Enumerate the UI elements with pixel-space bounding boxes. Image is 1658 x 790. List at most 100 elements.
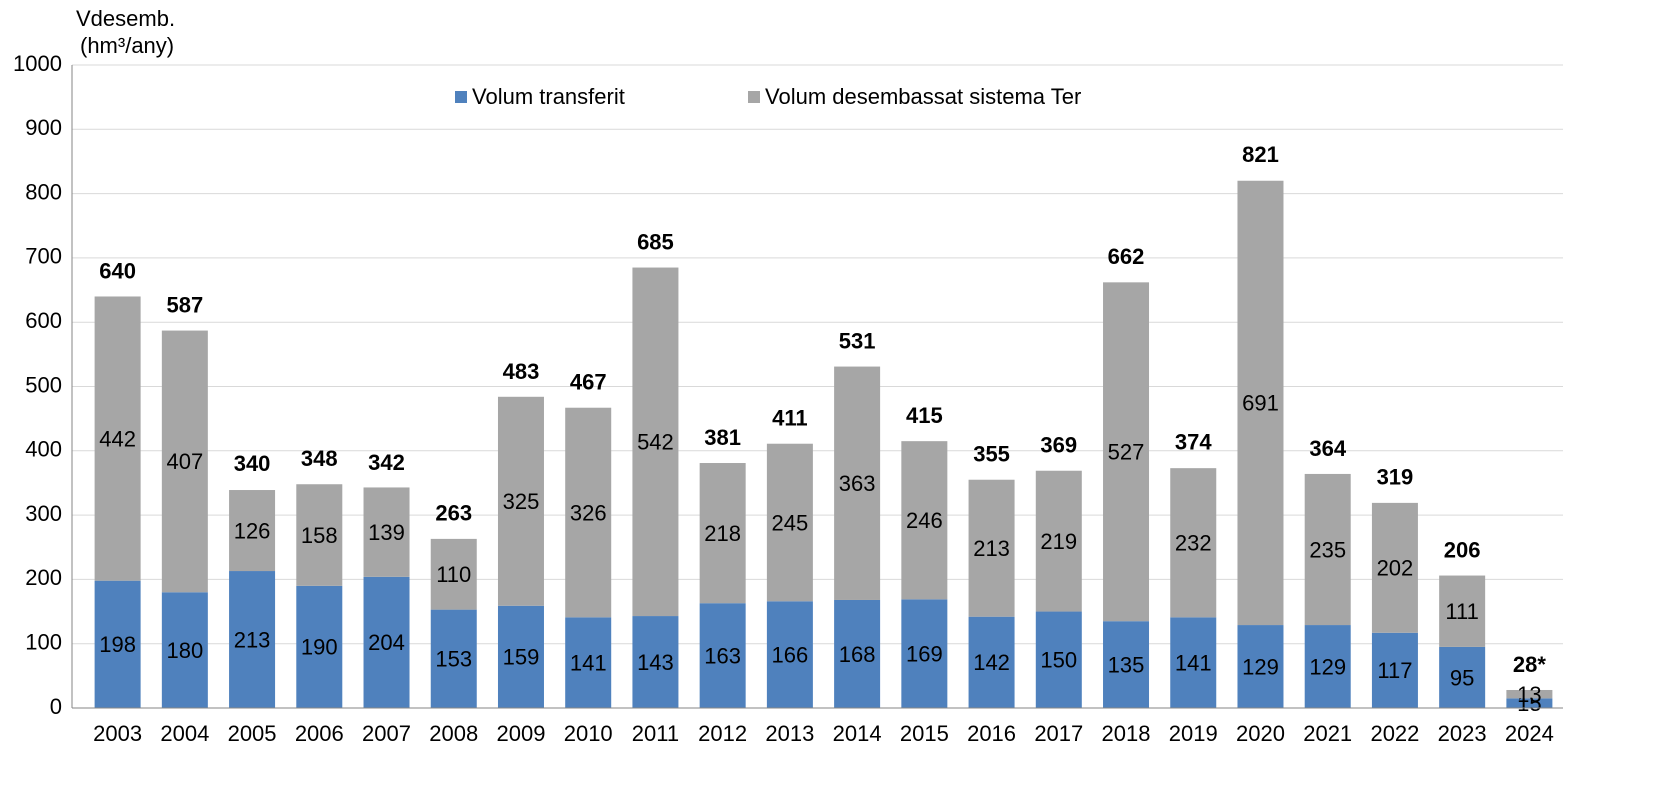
total-label: 364 bbox=[1309, 436, 1346, 461]
total-label: 467 bbox=[570, 370, 607, 395]
x-tick-label: 2024 bbox=[1505, 721, 1554, 746]
bar-segment bbox=[161, 330, 208, 593]
bar-segment bbox=[901, 441, 948, 600]
segment-label: 190 bbox=[301, 635, 338, 660]
segment-label: 166 bbox=[772, 642, 809, 667]
segment-label: 213 bbox=[234, 627, 271, 652]
y-axis-title: (hm³/any) bbox=[80, 33, 174, 58]
segment-label: 126 bbox=[234, 518, 271, 543]
x-tick-label: 2012 bbox=[698, 721, 747, 746]
bar-segment bbox=[1170, 617, 1217, 708]
bar-segment bbox=[430, 609, 477, 708]
total-label: 587 bbox=[166, 292, 203, 317]
segment-label: 363 bbox=[839, 471, 876, 496]
total-label: 662 bbox=[1108, 244, 1145, 269]
segment-label: 139 bbox=[368, 520, 405, 545]
bar-segment bbox=[968, 616, 1015, 708]
total-label: 374 bbox=[1175, 429, 1212, 454]
x-tick-label: 2007 bbox=[362, 721, 411, 746]
legend-swatch bbox=[455, 91, 467, 103]
total-label: 355 bbox=[973, 442, 1010, 467]
segment-label: 542 bbox=[637, 430, 674, 455]
bar-segment bbox=[1371, 502, 1418, 633]
bar-segment bbox=[632, 616, 679, 708]
total-label: 28* bbox=[1513, 652, 1546, 677]
y-tick-label: 200 bbox=[25, 565, 62, 590]
segment-label: 111 bbox=[1445, 599, 1478, 624]
x-tick-label: 2013 bbox=[765, 721, 814, 746]
segment-label: 442 bbox=[99, 426, 136, 451]
segment-label: 153 bbox=[435, 647, 472, 672]
total-label: 411 bbox=[772, 406, 808, 431]
x-tick-label: 2016 bbox=[967, 721, 1016, 746]
total-label: 381 bbox=[704, 425, 741, 450]
bar-segment bbox=[1103, 621, 1150, 708]
bar-segment bbox=[1304, 625, 1351, 708]
bar-segment bbox=[1506, 698, 1553, 708]
bar-segment bbox=[296, 484, 343, 586]
x-tick-label: 2004 bbox=[160, 721, 209, 746]
x-tick-label: 2008 bbox=[429, 721, 478, 746]
x-tick-label: 2019 bbox=[1169, 721, 1218, 746]
x-tick-label: 2017 bbox=[1034, 721, 1083, 746]
x-tick-label: 2006 bbox=[295, 721, 344, 746]
total-label: 206 bbox=[1444, 537, 1481, 562]
bar-segment bbox=[430, 538, 477, 610]
bar-segment bbox=[1304, 473, 1351, 626]
segment-label: 141 bbox=[1175, 650, 1212, 675]
segment-label: 407 bbox=[166, 449, 203, 474]
y-tick-label: 1000 bbox=[13, 51, 62, 76]
total-label: 348 bbox=[301, 446, 338, 471]
legend-swatch bbox=[748, 91, 760, 103]
segment-label: 213 bbox=[973, 536, 1010, 561]
bar-segment bbox=[94, 580, 141, 708]
x-tick-label: 2020 bbox=[1236, 721, 1285, 746]
legend-label: Volum desembassat sistema Ter bbox=[765, 84, 1081, 109]
bar-segment bbox=[901, 599, 948, 708]
total-label: 685 bbox=[637, 229, 674, 254]
x-tick-label: 2010 bbox=[564, 721, 613, 746]
x-tick-label: 2018 bbox=[1102, 721, 1151, 746]
y-tick-label: 800 bbox=[25, 179, 62, 204]
y-axis-title: Vdesemb. bbox=[76, 6, 175, 31]
legend-label: Volum transferit bbox=[472, 84, 625, 109]
x-tick-label: 2023 bbox=[1438, 721, 1487, 746]
bar-segment bbox=[834, 366, 881, 600]
bar-segment bbox=[1035, 470, 1082, 612]
y-tick-label: 600 bbox=[25, 308, 62, 333]
bar-segment bbox=[296, 585, 343, 708]
total-label: 483 bbox=[503, 359, 540, 384]
segment-label: 246 bbox=[906, 508, 943, 533]
total-label: 342 bbox=[368, 450, 405, 475]
y-tick-label: 500 bbox=[25, 372, 62, 397]
segment-label: 95 bbox=[1450, 665, 1474, 690]
bar-segment bbox=[766, 443, 813, 602]
segment-label: 168 bbox=[839, 642, 876, 667]
bar-segment bbox=[1506, 689, 1553, 699]
bar-segment bbox=[1170, 468, 1217, 618]
x-tick-label: 2009 bbox=[497, 721, 546, 746]
total-label: 340 bbox=[234, 451, 271, 476]
bar-segment bbox=[766, 601, 813, 708]
bar-segment bbox=[229, 490, 276, 572]
segment-label: 110 bbox=[436, 562, 471, 587]
segment-label: 325 bbox=[503, 489, 540, 514]
y-tick-label: 700 bbox=[25, 244, 62, 269]
segment-label: 169 bbox=[906, 641, 943, 666]
bar-segment bbox=[363, 487, 410, 577]
segment-label: 142 bbox=[973, 650, 1010, 675]
bar-segment bbox=[968, 479, 1015, 617]
bar-segment bbox=[565, 617, 612, 708]
segment-label: 204 bbox=[368, 630, 405, 655]
segment-label: 150 bbox=[1040, 648, 1077, 673]
segment-label: 135 bbox=[1108, 652, 1145, 677]
bar-segment bbox=[94, 296, 141, 581]
bar-segment bbox=[565, 407, 612, 618]
segment-label: 219 bbox=[1040, 529, 1077, 554]
y-tick-label: 300 bbox=[25, 501, 62, 526]
total-label: 415 bbox=[906, 403, 943, 428]
segment-label: 232 bbox=[1175, 531, 1212, 556]
bar-segment bbox=[632, 267, 679, 617]
total-label: 640 bbox=[99, 258, 136, 283]
